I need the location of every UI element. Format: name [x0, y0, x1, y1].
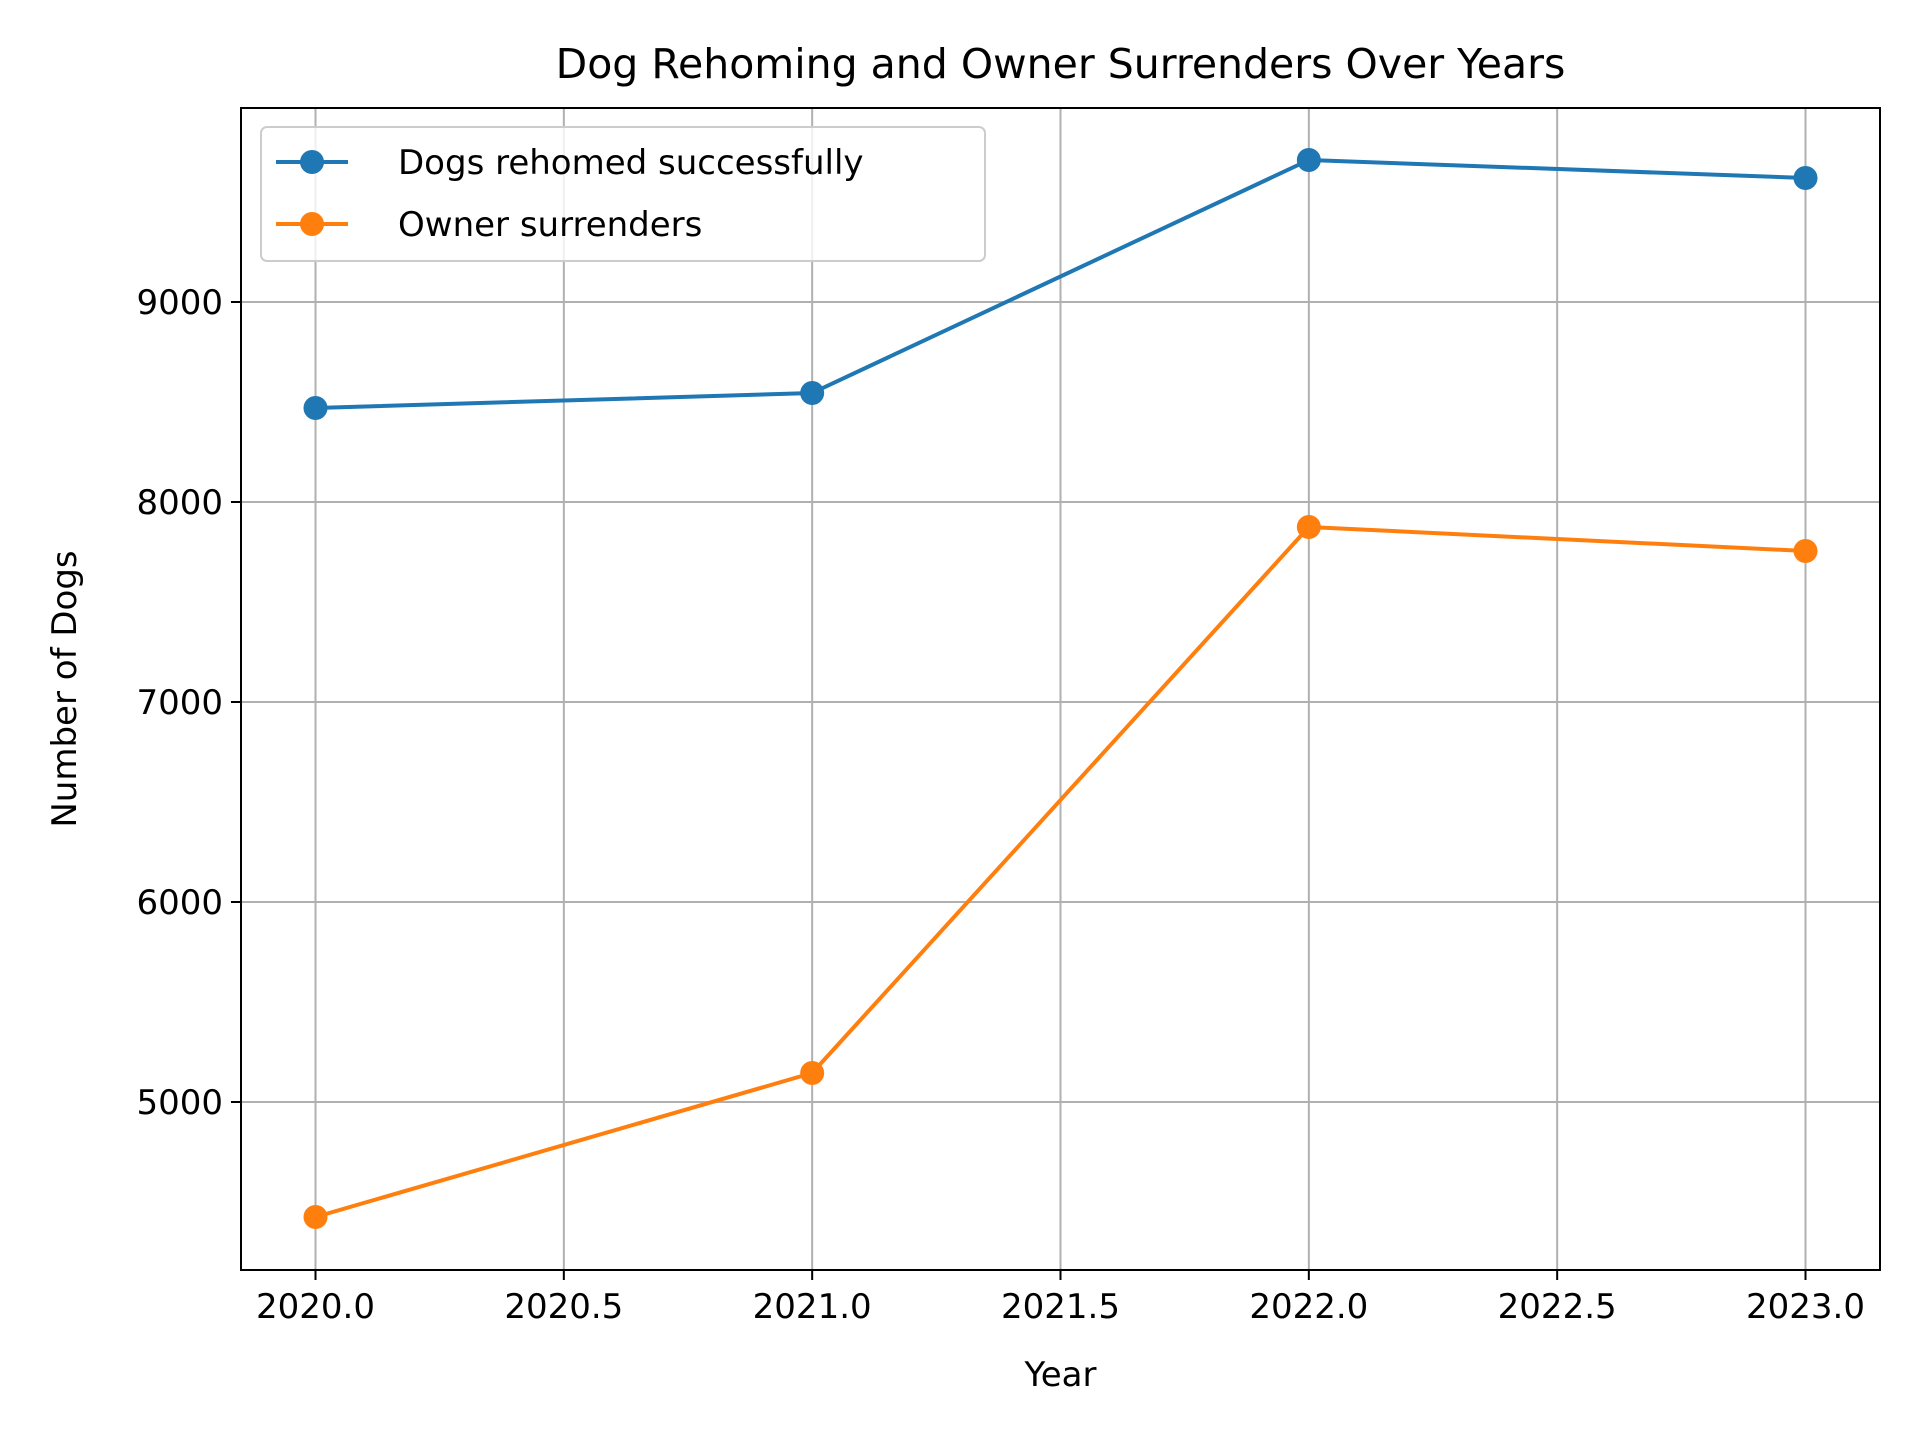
series-line [314, 525, 1806, 1219]
legend: Dogs rehomed successfully Owner surrender… [260, 126, 986, 262]
x-tick-label: 2020.0 [256, 1287, 375, 1327]
data-point [1296, 148, 1321, 172]
legend-entry: Owner surrenders [276, 205, 702, 245]
data-point [1296, 515, 1321, 539]
x-tick-label: 2023.0 [1746, 1287, 1865, 1327]
legend-box [260, 126, 986, 262]
data-point [1793, 166, 1818, 190]
y-axis-label: Number of Dogs [45, 550, 85, 827]
x-tick-label: 2022.0 [1249, 1287, 1368, 1327]
series-line [315, 158, 1806, 410]
x-tick-label: 2020.5 [504, 1287, 623, 1327]
legend-swatch-marker [300, 212, 324, 236]
data-point [800, 381, 825, 405]
series-2 [303, 515, 1818, 1229]
y-tick-label: 6000 [136, 883, 223, 923]
y-tick-label: 7000 [136, 683, 223, 723]
data-point [1793, 539, 1818, 563]
series-1 [303, 148, 1818, 420]
y-tick-label: 8000 [136, 483, 223, 523]
y-tick-label: 9000 [136, 283, 223, 323]
y-tick-label: 5000 [136, 1083, 223, 1123]
chart-title: Dog Rehoming and Owner Surrenders Over Y… [556, 40, 1566, 88]
series-layer [303, 148, 1818, 1229]
x-tick-label: 2022.5 [1498, 1287, 1617, 1327]
data-point [303, 396, 328, 420]
data-point [800, 1061, 825, 1085]
x-tick-label: 2021.0 [753, 1287, 872, 1327]
legend-swatch-marker [300, 150, 324, 174]
data-point [303, 1205, 328, 1229]
legend-label: Owner surrenders [398, 205, 702, 245]
x-tick-label: 2021.5 [1001, 1287, 1120, 1327]
x-axis-label: Year [1024, 1355, 1097, 1395]
grid-lines [241, 108, 1880, 1270]
legend-label: Dogs rehomed successfully [398, 143, 864, 183]
legend-entry: Dogs rehomed successfully [276, 143, 864, 183]
axis-ticks: 2020.0 2020.5 2021.0 2021.5 2022.0 2022.5 2023… [136, 283, 1865, 1327]
